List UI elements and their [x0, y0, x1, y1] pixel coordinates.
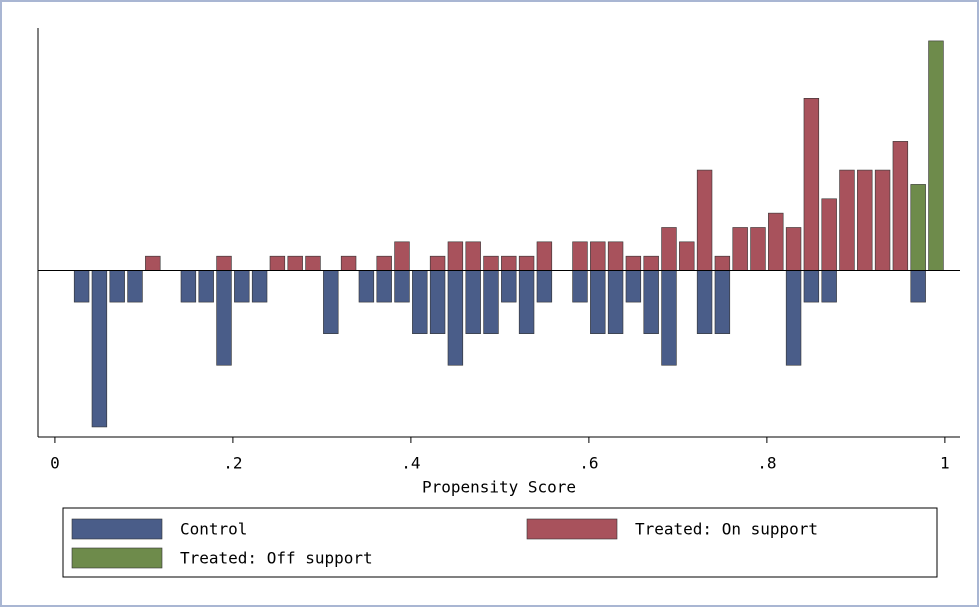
bar — [73, 270, 90, 303]
x-tick-label: .6 — [579, 454, 598, 473]
bar — [216, 255, 232, 271]
bar — [750, 227, 766, 271]
bar — [145, 255, 161, 271]
bar — [429, 255, 446, 271]
bar — [465, 270, 481, 334]
bar — [447, 270, 464, 366]
bar — [643, 255, 659, 271]
bar — [928, 40, 944, 271]
bar — [412, 270, 428, 334]
bar — [785, 227, 802, 271]
bar — [661, 270, 677, 366]
bar — [501, 255, 517, 271]
legend-label: Treated: On support — [635, 520, 818, 539]
bar — [661, 227, 677, 271]
bar — [109, 270, 125, 303]
bar — [340, 255, 357, 271]
bar — [607, 270, 624, 334]
bar — [910, 270, 926, 303]
bar — [572, 270, 588, 303]
bar — [643, 270, 659, 334]
bar — [714, 270, 731, 334]
bar — [323, 270, 339, 334]
bar — [821, 270, 837, 303]
bar — [590, 270, 606, 334]
legend-swatch — [526, 518, 618, 540]
bar — [874, 169, 891, 271]
legend-label: Control — [180, 520, 247, 539]
bar — [732, 227, 748, 271]
bar — [625, 255, 642, 271]
bar — [394, 270, 410, 303]
bar — [768, 212, 784, 271]
bar — [714, 255, 731, 271]
bar — [91, 270, 108, 428]
bar — [518, 270, 535, 334]
x-axis-title: Propensity Score — [422, 478, 576, 497]
bar — [483, 270, 499, 334]
bar — [679, 241, 695, 271]
x-tick-label: .8 — [757, 454, 776, 473]
bar — [287, 255, 303, 271]
bar — [198, 270, 214, 303]
bar — [572, 241, 588, 271]
bar — [892, 141, 909, 271]
bar — [358, 270, 375, 303]
bar — [216, 270, 232, 366]
legend-box — [62, 507, 938, 578]
bar — [501, 270, 517, 303]
bar — [857, 169, 873, 271]
bar — [696, 169, 713, 271]
bar — [839, 169, 855, 271]
bar — [251, 270, 268, 303]
bar — [785, 270, 802, 366]
bar — [625, 270, 642, 303]
bar — [590, 241, 606, 271]
x-tick-label: .2 — [223, 454, 242, 473]
bar — [821, 198, 837, 271]
bar — [483, 255, 499, 271]
bar — [376, 255, 392, 271]
bar — [696, 270, 713, 334]
bar — [376, 270, 392, 303]
bar — [803, 98, 820, 271]
bar — [518, 255, 535, 271]
legend-label: Treated: Off support — [180, 549, 373, 568]
x-tick-label: .4 — [401, 454, 420, 473]
bar — [429, 270, 446, 334]
bar — [127, 270, 143, 303]
x-tick-label: 0 — [50, 454, 60, 473]
bar — [910, 184, 926, 271]
bar — [803, 270, 820, 303]
bar — [536, 241, 553, 271]
bar — [465, 241, 481, 271]
bar — [394, 241, 410, 271]
bar — [447, 241, 464, 271]
legend-swatch — [71, 518, 163, 540]
bar — [536, 270, 553, 303]
bar — [305, 255, 321, 271]
bar — [607, 241, 624, 271]
bar — [269, 255, 286, 271]
x-tick-label: 1 — [940, 454, 950, 473]
legend-swatch — [71, 547, 163, 569]
bar — [234, 270, 250, 303]
bar — [180, 270, 197, 303]
